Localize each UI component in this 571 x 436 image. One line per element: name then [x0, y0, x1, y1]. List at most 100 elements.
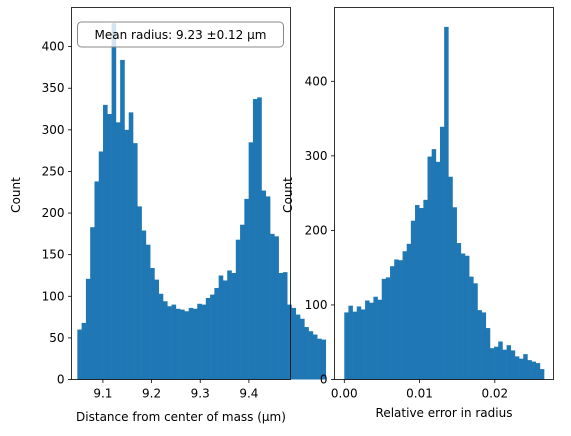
histogram-bar — [390, 266, 394, 379]
histogram-bar — [477, 310, 481, 379]
histogram-bar — [249, 142, 254, 379]
histogram-bar — [309, 331, 314, 379]
y-tick-label: 250 — [42, 164, 65, 178]
histogram-bar — [486, 328, 490, 379]
left-x-ticks: 9.19.29.39.4 — [93, 380, 258, 401]
histogram-bar — [304, 327, 309, 379]
histogram-bar — [120, 60, 125, 380]
histogram-bar — [287, 305, 292, 380]
annotation-text: Mean radius: 9.23 ±0.12 μm — [95, 28, 267, 42]
left-y-axis-label: Count — [9, 177, 23, 213]
histogram-bar — [473, 283, 477, 379]
histogram-bar — [244, 199, 249, 380]
y-tick-label: 200 — [42, 206, 65, 220]
histogram-bar — [411, 221, 415, 380]
histogram-bar — [227, 270, 232, 379]
histogram-bar — [398, 260, 402, 379]
histogram-bar — [82, 323, 87, 380]
histogram-bar — [357, 306, 361, 379]
histogram-bar — [142, 231, 147, 380]
histogram-bar — [300, 319, 305, 380]
x-tick-label: 0.00 — [331, 387, 358, 401]
histogram-bar — [540, 369, 544, 379]
histogram-bar — [257, 97, 262, 379]
y-tick-label: 100 — [305, 298, 328, 312]
x-tick-label: 9.4 — [239, 387, 258, 401]
histogram-bar — [507, 345, 511, 379]
histogram-bar — [448, 177, 452, 380]
histogram-bar — [197, 304, 202, 380]
annotation-box: Mean radius: 9.23 ±0.12 μm — [78, 22, 284, 47]
histogram-bar — [279, 273, 284, 380]
x-tick-label: 9.3 — [191, 387, 210, 401]
histogram-bar — [291, 308, 296, 380]
histogram-bar — [261, 191, 266, 380]
histogram-bar — [432, 149, 436, 379]
histogram-bar — [490, 348, 494, 379]
y-tick-label: 0 — [57, 373, 65, 387]
histogram-bar — [283, 272, 288, 379]
histogram-bar — [382, 279, 386, 380]
left-y-ticks: 050100150200250300350400 — [42, 40, 72, 387]
right-y-axis-label: Count — [281, 177, 295, 213]
histogram-bar — [172, 305, 177, 380]
histogram-bar — [77, 330, 82, 380]
y-tick-label: 0 — [320, 373, 328, 387]
histogram-bar — [193, 309, 198, 380]
histogram-bar — [270, 234, 275, 380]
histogram-bar — [482, 312, 486, 379]
histogram-bar — [344, 312, 348, 379]
right-x-axis-label: Relative error in radius — [376, 406, 513, 420]
histogram-bar — [419, 208, 423, 379]
x-tick-label: 9.2 — [142, 387, 161, 401]
histogram-bar — [150, 268, 155, 380]
histogram-bar — [210, 295, 215, 380]
histogram-bar — [511, 350, 515, 379]
histogram-bar — [378, 300, 382, 380]
histogram-bar — [461, 254, 465, 380]
histogram-bar — [94, 181, 99, 379]
histogram-bar — [206, 298, 211, 380]
histogram-bar — [469, 277, 473, 380]
histogram-bar — [133, 143, 138, 379]
histogram-bar — [214, 288, 219, 380]
histogram-bar — [428, 157, 432, 380]
histogram-bar — [523, 354, 527, 379]
histogram-bar — [167, 306, 172, 379]
histogram-bar — [107, 114, 112, 379]
histogram-bar — [163, 301, 168, 379]
histogram-bar — [444, 27, 448, 380]
histogram-bar — [498, 341, 502, 379]
histogram-bar — [202, 305, 207, 380]
histogram-bar — [407, 244, 411, 380]
histogram-bar — [124, 130, 129, 380]
right-bars — [344, 27, 544, 380]
histogram-bar — [394, 259, 398, 379]
histogram-bar — [266, 196, 271, 379]
histogram-bar — [452, 207, 456, 379]
histogram-bar — [519, 359, 523, 380]
histogram-bar — [386, 277, 390, 379]
x-tick-label: 0.01 — [406, 387, 433, 401]
histogram-bar — [180, 310, 185, 380]
histogram-bar — [465, 256, 469, 380]
y-tick-label: 150 — [42, 248, 65, 262]
histogram-bar — [159, 294, 164, 380]
histogram-bar — [103, 105, 108, 380]
histogram-bar — [240, 225, 245, 380]
histogram-bar — [515, 356, 519, 379]
y-tick-label: 400 — [305, 74, 328, 88]
y-tick-label: 100 — [42, 289, 65, 303]
histogram-bar — [219, 275, 224, 379]
histogram-bar — [403, 251, 407, 379]
histogram-bar — [373, 297, 377, 380]
right-x-ticks: 0.000.010.02 — [331, 380, 508, 401]
histogram-bar — [440, 127, 444, 380]
y-tick-label: 350 — [42, 81, 65, 95]
histogram-bar — [137, 206, 142, 379]
y-tick-label: 400 — [42, 40, 65, 54]
histogram-bar — [176, 309, 181, 380]
histogram-bar — [313, 335, 318, 380]
histogram-bar — [232, 273, 237, 380]
